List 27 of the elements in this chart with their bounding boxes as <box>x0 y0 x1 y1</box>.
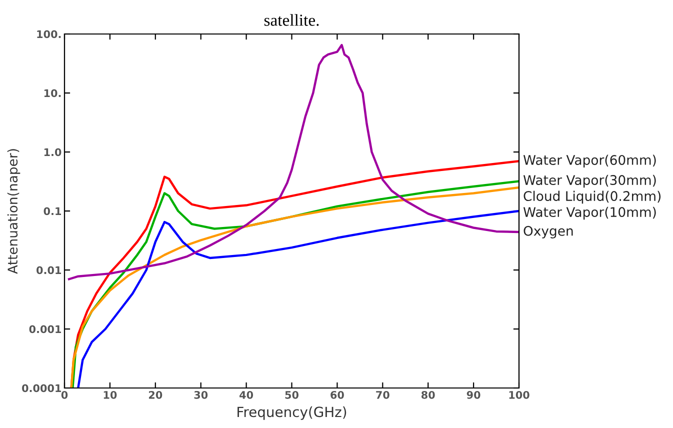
x-tick-label: 60 <box>330 390 344 399</box>
x-tick-label: 50 <box>285 390 298 399</box>
x-tick-label: 20 <box>148 390 162 399</box>
x-tick-label: 90 <box>466 390 480 399</box>
y-tick-label: 0.001 <box>29 325 62 334</box>
series-label: Water Vapor(30mm) <box>523 174 656 188</box>
y-tick-label: 10. <box>44 89 61 98</box>
x-tick-label: 100 <box>509 390 530 399</box>
y-tick-label: 0.01 <box>36 266 62 274</box>
y-tick-label: 0.1 <box>44 207 62 216</box>
x-tick-label: 30 <box>194 390 208 399</box>
y-tick-label: 100. <box>37 30 61 38</box>
y-axis-title: Attenuation(naper) <box>7 149 20 274</box>
y-tick-label: 0.0001 <box>22 384 62 392</box>
x-tick-label: 10 <box>104 390 117 399</box>
x-tick-label: 80 <box>421 390 435 399</box>
series-label: Oxygen <box>524 226 573 238</box>
x-tick-label: 0 <box>61 390 68 399</box>
x-axis-title: Frequency(GHz) <box>238 406 346 420</box>
x-tick-label: 40 <box>240 390 254 399</box>
line-series <box>68 44 519 280</box>
series-label: Water Vapor(60mm) <box>523 154 656 168</box>
series-label: Cloud Liquid(0.2mm) <box>524 190 661 204</box>
y-tick-label: 1.0 <box>44 148 62 156</box>
chart-title: satellite. <box>264 14 319 26</box>
x-tick-label: 70 <box>376 390 390 399</box>
series-label: Water Vapor(10mm) <box>523 206 656 220</box>
